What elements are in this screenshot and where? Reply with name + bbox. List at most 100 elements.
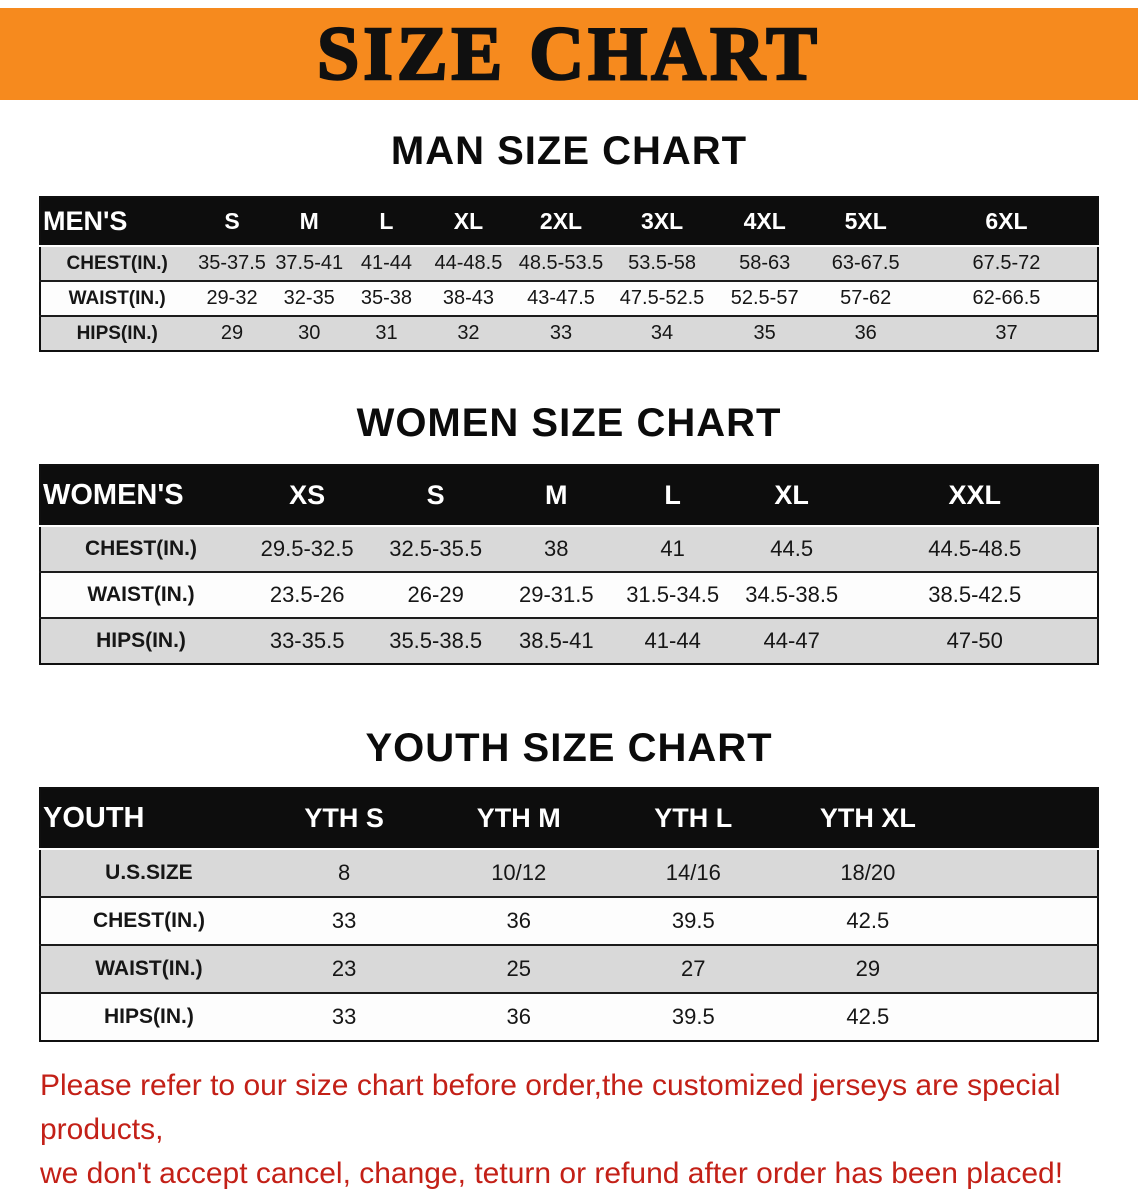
value-cell: 57-62: [815, 280, 916, 316]
value-cell: 44.5: [730, 525, 853, 572]
women-col-xl: XL: [730, 465, 853, 527]
women-waist-row: WAIST(IN.) 23.5-26 26-29 29-31.5 31.5-34…: [40, 571, 1098, 618]
value-cell: 47.5-52.5: [610, 280, 714, 316]
youth-size-table: YOUTH YTH S YTH M YTH L YTH XL U.S.SIZE …: [39, 787, 1099, 1042]
value-cell: 23.5-26: [241, 571, 374, 618]
value-cell: 29-32: [193, 280, 271, 316]
value-cell: 53.5-58: [610, 245, 714, 281]
men-col-s: S: [193, 197, 271, 247]
spacer-cell: [955, 992, 1098, 1041]
value-cell: 36: [815, 315, 916, 351]
value-cell: 32.5-35.5: [373, 525, 499, 572]
value-cell: 34: [610, 315, 714, 351]
value-cell: 38-43: [425, 280, 512, 316]
row-label: CHEST(IN.): [40, 245, 194, 281]
value-cell: 41-44: [614, 617, 731, 664]
value-cell: 44.5-48.5: [852, 525, 1098, 572]
value-cell: 42.5: [780, 896, 956, 945]
row-label: HIPS(IN.): [40, 617, 242, 664]
value-cell: 23: [256, 944, 432, 993]
women-header-row: WOMEN'S XS S M L XL XXL: [40, 465, 1098, 527]
value-cell: 37: [915, 315, 1098, 351]
youth-chest-row: CHEST(IN.) 33 36 39.5 42.5: [40, 896, 1098, 945]
youth-col-m: YTH M: [431, 788, 606, 850]
value-cell: 39.5: [606, 992, 781, 1041]
youth-table-title: YOUTH: [40, 788, 257, 850]
value-cell: 41: [614, 525, 731, 572]
value-cell: 48.5-53.5: [511, 245, 611, 281]
value-cell: 44-47: [730, 617, 853, 664]
banner-title: SIZE CHART: [316, 12, 821, 96]
women-section-heading: WOMEN SIZE CHART: [356, 401, 782, 445]
value-cell: 67.5-72: [915, 245, 1098, 281]
youth-section-heading: YOUTH SIZE CHART: [365, 726, 773, 770]
value-cell: 31.5-34.5: [614, 571, 731, 618]
youth-header-row: YOUTH YTH S YTH M YTH L YTH XL: [40, 788, 1098, 850]
women-table-title: WOMEN'S: [40, 465, 242, 527]
value-cell: 44-48.5: [425, 245, 512, 281]
value-cell: 41-44: [347, 245, 426, 281]
value-cell: 8: [256, 848, 432, 897]
value-cell: 35-38: [347, 280, 426, 316]
men-waist-row: WAIST(IN.) 29-32 32-35 35-38 38-43 43-47…: [40, 280, 1098, 316]
value-cell: 36: [431, 896, 606, 945]
value-cell: 27: [606, 944, 781, 993]
men-hips-row: HIPS(IN.) 29 30 31 32 33 34 35 36 37: [40, 315, 1098, 351]
value-cell: 14/16: [606, 848, 781, 897]
value-cell: 35.5-38.5: [373, 617, 499, 664]
value-cell: 62-66.5: [915, 280, 1098, 316]
value-cell: 30: [270, 315, 348, 351]
value-cell: 33: [511, 315, 611, 351]
value-cell: 29.5-32.5: [241, 525, 374, 572]
men-col-2xl: 2XL: [511, 197, 611, 247]
men-col-xl: XL: [425, 197, 512, 247]
value-cell: 29: [193, 315, 271, 351]
spacer-cell: [955, 944, 1098, 993]
disclaimer-line-1: Please refer to our size chart before or…: [40, 1069, 1061, 1146]
disclaimer-line-2: we don't accept cancel, change, teturn o…: [40, 1157, 1064, 1190]
disclaimer: Please refer to our size chart before or…: [40, 1064, 1104, 1196]
men-size-table: MEN'S S M L XL 2XL 3XL 4XL 5XL 6XL CHEST…: [39, 196, 1099, 352]
spacer-cell: [955, 896, 1098, 945]
value-cell: 10/12: [431, 848, 606, 897]
row-label: HIPS(IN.): [40, 315, 194, 351]
value-cell: 29-31.5: [498, 571, 615, 618]
value-cell: 33-35.5: [241, 617, 374, 664]
row-label: WAIST(IN.): [40, 944, 257, 993]
men-col-6xl: 6XL: [915, 197, 1098, 247]
value-cell: 47-50: [852, 617, 1098, 664]
value-cell: 38.5-42.5: [852, 571, 1098, 618]
value-cell: 37.5-41: [270, 245, 348, 281]
men-section-heading: MAN SIZE CHART: [390, 129, 748, 173]
men-header-row: MEN'S S M L XL 2XL 3XL 4XL 5XL 6XL: [40, 197, 1098, 247]
youth-hips-row: HIPS(IN.) 33 36 39.5 42.5: [40, 992, 1098, 1041]
row-label: HIPS(IN.): [40, 992, 257, 1041]
value-cell: 35: [713, 315, 816, 351]
youth-col-s: YTH S: [256, 788, 432, 850]
women-hips-row: HIPS(IN.) 33-35.5 35.5-38.5 38.5-41 41-4…: [40, 617, 1098, 664]
women-chest-row: CHEST(IN.) 29.5-32.5 32.5-35.5 38 41 44.…: [40, 525, 1098, 572]
youth-col-l: YTH L: [606, 788, 781, 850]
men-col-m: M: [270, 197, 348, 247]
youth-col-xl: YTH XL: [780, 788, 956, 850]
women-col-xs: XS: [241, 465, 374, 527]
spacer-cell: [955, 848, 1098, 897]
women-col-s: S: [373, 465, 499, 527]
row-label: WAIST(IN.): [40, 280, 194, 316]
row-label: U.S.SIZE: [40, 848, 257, 897]
men-col-3xl: 3XL: [610, 197, 714, 247]
youth-ussize-row: U.S.SIZE 8 10/12 14/16 18/20: [40, 848, 1098, 897]
men-chest-row: CHEST(IN.) 35-37.5 37.5-41 41-44 44-48.5…: [40, 245, 1098, 281]
women-col-m: M: [498, 465, 615, 527]
men-table-title: MEN'S: [40, 197, 194, 247]
women-col-l: L: [614, 465, 731, 527]
row-label: CHEST(IN.): [40, 525, 242, 572]
value-cell: 63-67.5: [815, 245, 916, 281]
row-label: CHEST(IN.): [40, 896, 257, 945]
women-size-table: WOMEN'S XS S M L XL XXL CHEST(IN.) 29.5-…: [39, 464, 1099, 665]
men-col-4xl: 4XL: [713, 197, 816, 247]
value-cell: 32-35: [270, 280, 348, 316]
value-cell: 31: [347, 315, 426, 351]
spacer-cell: [955, 788, 1098, 850]
value-cell: 35-37.5: [193, 245, 271, 281]
